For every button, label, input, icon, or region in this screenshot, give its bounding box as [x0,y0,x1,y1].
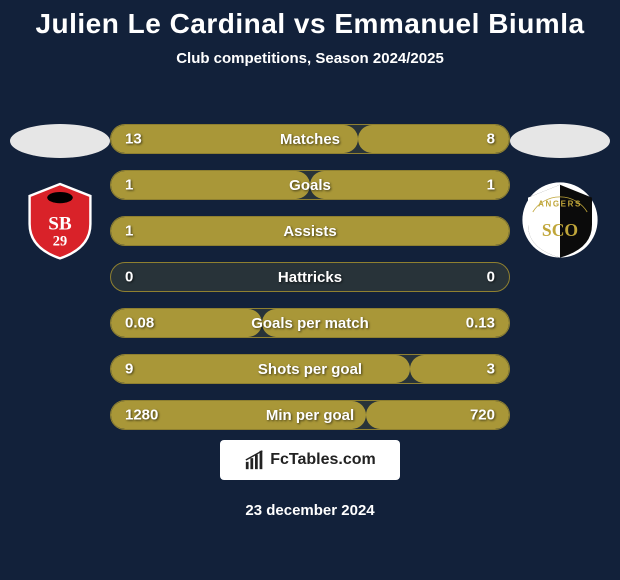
svg-text:SB: SB [48,214,72,235]
stat-value-left: 1 [125,177,133,194]
player-left-silhouette [10,124,110,158]
angers-badge-icon: ANGERS SCO [520,180,600,260]
club-badge-left: SB 29 [20,180,100,260]
stat-label: Goals [289,177,331,194]
stat-value-left: 1280 [125,407,158,424]
stat-row: 1 Assists [110,216,510,246]
stat-value-left: 1 [125,223,133,240]
stat-row: 9 3 Shots per goal [110,354,510,384]
stat-row: 13 8 Matches [110,124,510,154]
stat-label: Shots per goal [258,361,362,378]
stats-table: 13 8 Matches 1 1 Goals 1 Assists 0 0 Hattricks 0.08… [110,124,510,446]
page-title: Julien Le Cardinal vs Emmanuel Biumla [0,0,620,40]
stat-value-right: 1 [487,177,495,194]
stat-row: 0 0 Hattricks [110,262,510,292]
stat-value-right: 0 [487,269,495,286]
fctables-logo[interactable]: FcTables.com [220,440,400,480]
chart-bars-icon [244,449,266,471]
player-right-silhouette [510,124,610,158]
stat-value-right: 720 [470,407,495,424]
stat-fill-left [111,171,310,199]
subtitle: Club competitions, Season 2024/2025 [0,50,620,67]
stat-row: 1 1 Goals [110,170,510,200]
brest-badge-icon: SB 29 [20,180,100,260]
stat-row: 0.08 0.13 Goals per match [110,308,510,338]
stat-value-left: 13 [125,131,142,148]
footer-logo-text: FcTables.com [270,451,376,469]
stat-value-left: 0.08 [125,315,154,332]
stat-label: Assists [283,223,336,240]
angers-sco-text: SCO [542,220,578,240]
stat-fill-right [310,171,509,199]
club-badge-right: ANGERS SCO [520,180,600,260]
stat-value-right: 8 [487,131,495,148]
svg-text:29: 29 [53,234,67,250]
stat-label: Matches [280,131,340,148]
stat-value-right: 0.13 [466,315,495,332]
stat-label: Hattricks [278,269,342,286]
stat-row: 1280 720 Min per goal [110,400,510,430]
footer-date: 23 december 2024 [245,502,374,519]
svg-text:ANGERS: ANGERS [538,199,582,208]
stat-value-left: 9 [125,361,133,378]
stat-value-right: 3 [487,361,495,378]
stat-label: Min per goal [266,407,354,424]
stat-value-left: 0 [125,269,133,286]
stat-label: Goals per match [251,315,369,332]
